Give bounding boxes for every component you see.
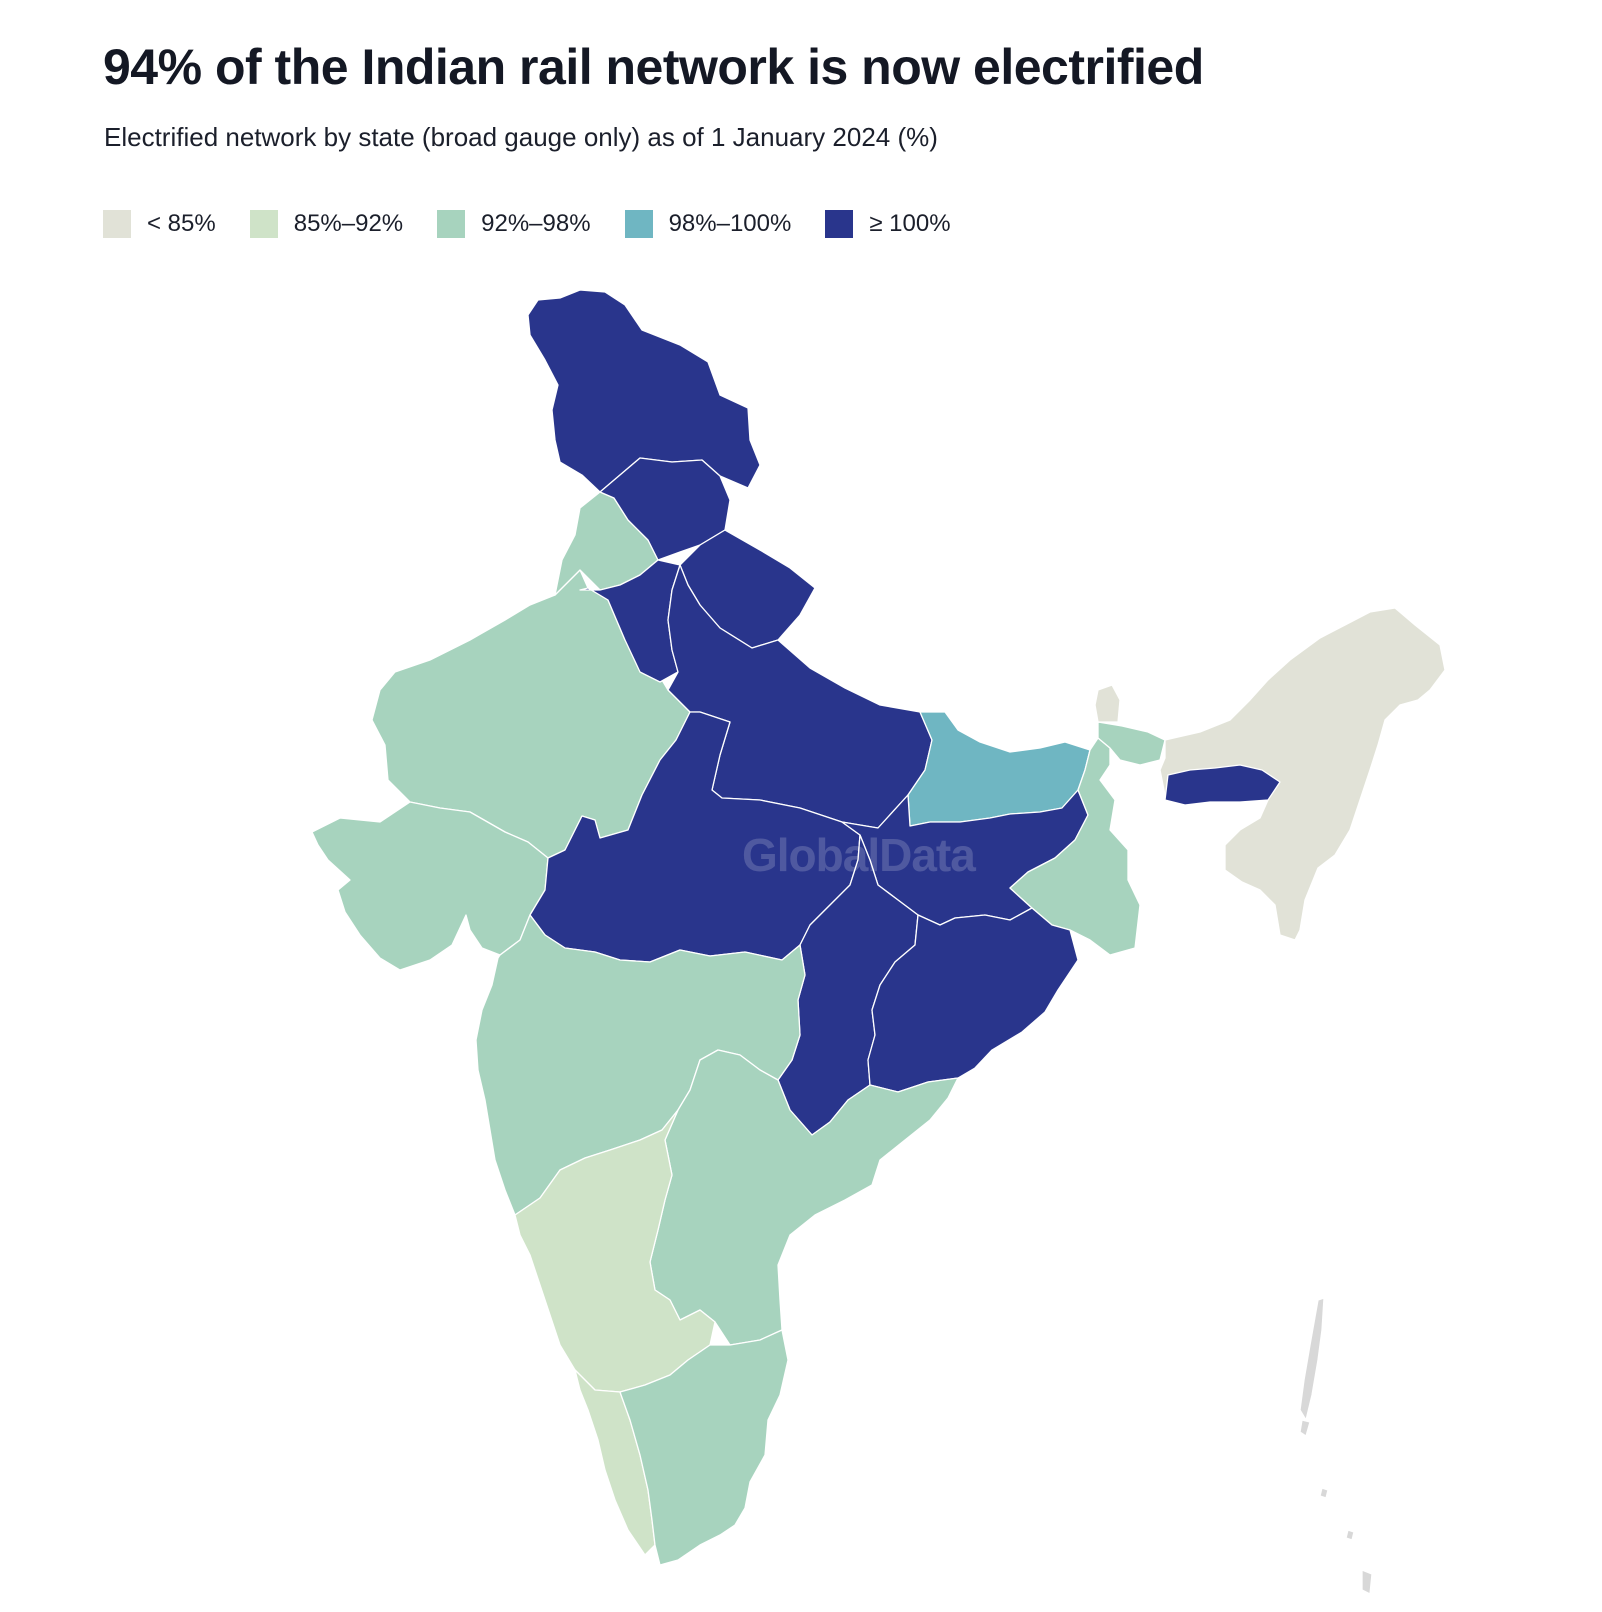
legend-item-92-98: 92%–98% [437,210,591,238]
legend-item-lt85: < 85% [103,210,216,238]
legend-label: 92%–98% [481,210,591,237]
state-west-bengal[interactable] [1009,737,1141,956]
legend-item-85-92: 85%–92% [249,210,404,238]
legend-swatch [437,210,466,238]
legend-item-98-100: 98%–100% [624,210,792,238]
legend-label: 98%–100% [668,210,792,237]
state-gujarat[interactable] [311,801,549,971]
legend-label: 85%–92% [293,210,404,237]
chart-title: 94% of the Indian rail network is now el… [103,39,1204,95]
state-odisha[interactable] [867,907,1079,1093]
legend-swatch [249,210,278,238]
state-tamil-nadu[interactable] [619,1329,789,1566]
legend-swatch [103,210,131,238]
legend-swatch [825,210,854,238]
islands-nicobar-3 [1361,1569,1373,1595]
islands-andaman-south [1299,1419,1311,1437]
legend-label: < 85% [147,210,216,237]
watermark: GlobalData [742,829,976,881]
islands-andaman-north [1299,1297,1325,1421]
islands-nicobar-2 [1345,1529,1355,1541]
state-sikkim[interactable] [1094,684,1121,723]
legend-label: ≥ 100% [869,210,951,237]
state-meghalaya[interactable] [1164,764,1281,806]
legend-swatch [624,210,653,238]
legend: < 85% 85%–92% 92%–98% 98%–100% ≥ 100% [103,210,985,238]
legend-item-ge100: ≥ 100% [825,210,951,238]
state-karnataka[interactable] [514,1109,716,1393]
islands-nicobar-1 [1319,1487,1329,1499]
chart-subtitle: Electrified network by state (broad gaug… [104,122,938,152]
state-west-bengal-north[interactable] [1097,721,1166,766]
